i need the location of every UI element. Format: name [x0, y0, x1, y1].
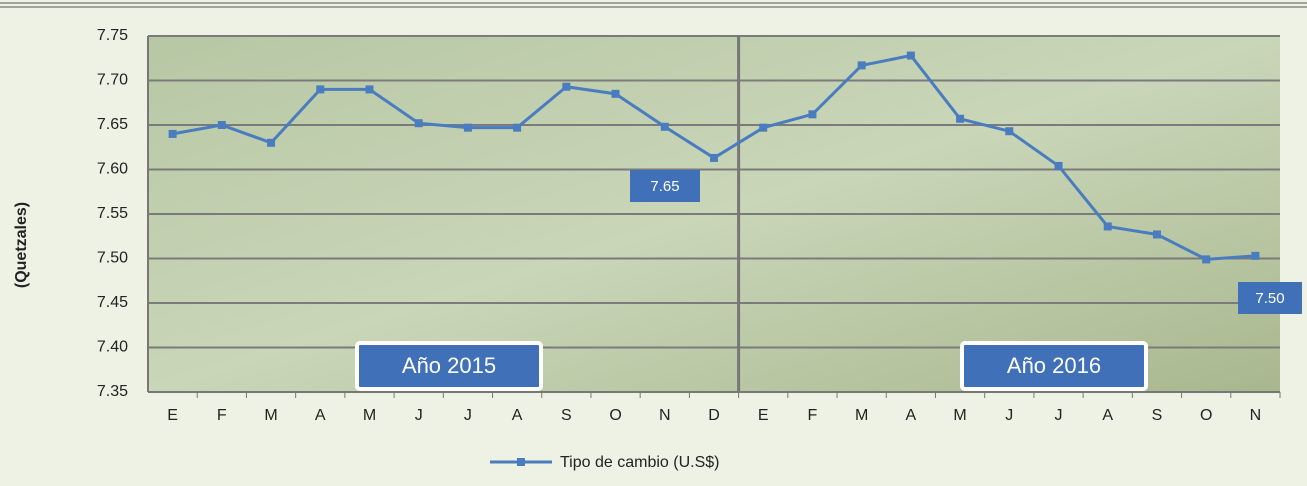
annotation-box: [355, 341, 543, 391]
annotation: Año 2016: [1007, 353, 1101, 378]
x-tick-label: J: [415, 407, 423, 424]
x-tick-label: N: [659, 407, 671, 424]
y-axis-label: (Quetzales): [13, 202, 30, 288]
marker: [562, 82, 571, 91]
y-tick-label: 7.60: [97, 161, 128, 178]
marker: [1103, 222, 1112, 231]
x-tick-label: A: [906, 407, 917, 424]
marker: [463, 123, 472, 132]
x-tick-label: A: [1102, 407, 1113, 424]
marker: [1202, 255, 1211, 264]
x-tick-label: M: [264, 407, 277, 424]
annotation-box: [960, 341, 1148, 391]
x-tick-label: S: [1152, 407, 1163, 424]
marker: [1005, 127, 1014, 136]
x-tick-label: F: [217, 407, 227, 424]
marker: [1152, 230, 1161, 239]
y-tick-label: 7.75: [97, 27, 128, 44]
marker: [1054, 161, 1063, 170]
x-tick-label: O: [1200, 407, 1212, 424]
marker: [857, 61, 866, 70]
annotation: 7.65: [650, 178, 679, 195]
legend-label: Tipo de cambio (U.S$): [560, 454, 719, 471]
x-tick-label: E: [167, 407, 178, 424]
annotation-box: [1238, 282, 1302, 314]
x-tick-label: A: [315, 407, 326, 424]
x-tick-label: F: [808, 407, 818, 424]
marker: [267, 138, 276, 147]
x-tick-label: M: [953, 407, 966, 424]
x-tick-label: J: [464, 407, 472, 424]
annotation: 7.50: [1255, 290, 1284, 307]
marker: [217, 121, 226, 129]
marker: [956, 114, 965, 123]
marker: [759, 123, 768, 132]
marker: [168, 129, 177, 138]
marker: [414, 119, 423, 128]
x-tick-label: D: [708, 407, 720, 424]
y-tick-label: 7.55: [97, 205, 128, 222]
y-tick-label: 7.50: [97, 250, 128, 267]
x-tick-label: M: [363, 407, 376, 424]
marker: [710, 153, 718, 162]
x-tick-label: N: [1250, 407, 1262, 424]
annotation: Año 2015: [402, 353, 496, 378]
marker: [808, 110, 817, 119]
y-tick-label: 7.65: [97, 116, 128, 133]
x-tick-label: M: [855, 407, 868, 424]
marker: [316, 85, 325, 94]
x-tick-label: J: [1005, 407, 1013, 424]
marker: [660, 122, 669, 131]
x-tick-label: A: [512, 407, 523, 424]
y-tick-label: 7.70: [97, 72, 128, 89]
legend-marker: [517, 458, 525, 466]
x-tick-label: E: [758, 407, 769, 424]
marker: [906, 51, 915, 60]
y-tick-label: 7.35: [97, 383, 128, 400]
marker: [513, 123, 522, 132]
marker: [611, 89, 620, 98]
marker: [1251, 251, 1260, 260]
x-tick-label: J: [1055, 407, 1063, 424]
y-tick-label: 7.40: [97, 339, 128, 356]
y-tick-label: 7.45: [97, 294, 128, 311]
x-tick-label: S: [561, 407, 572, 424]
marker: [365, 85, 374, 94]
x-tick-label: O: [609, 407, 621, 424]
annotation-box: [630, 170, 700, 202]
